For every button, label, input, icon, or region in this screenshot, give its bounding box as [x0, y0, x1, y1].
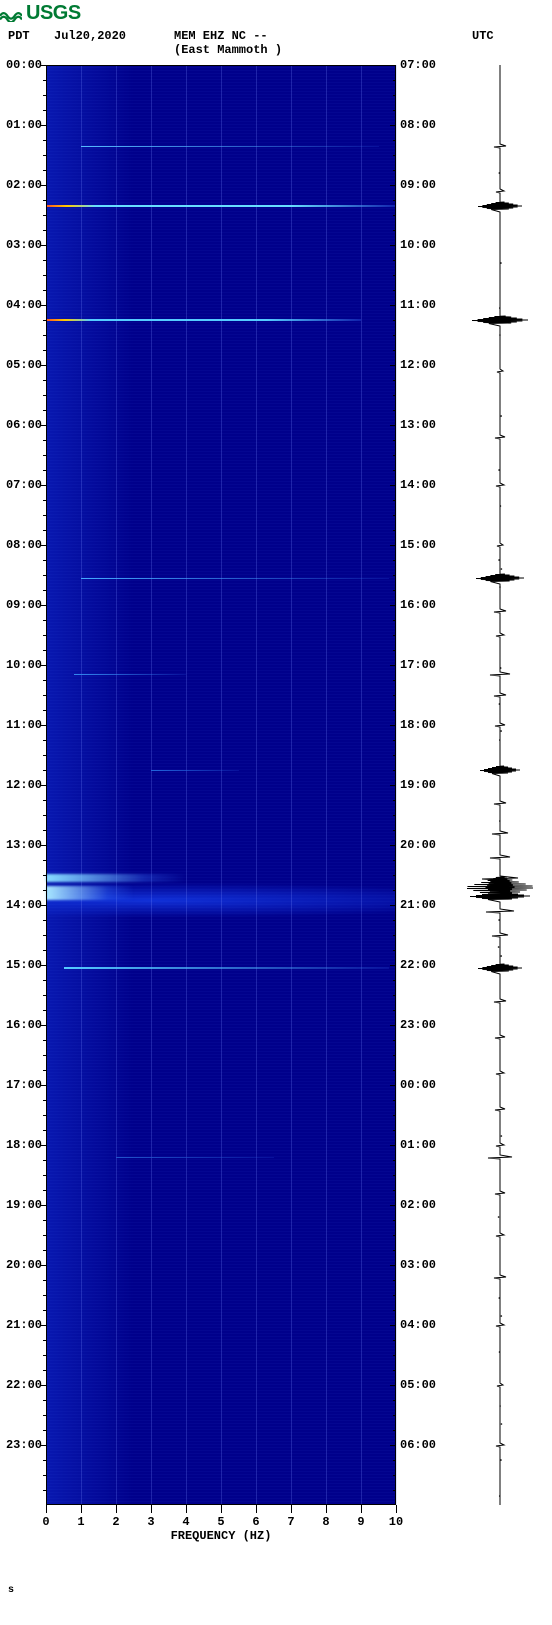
ytick-right-label: 15:00	[400, 538, 436, 552]
ytick-left-label: 22:00	[0, 1378, 42, 1392]
ytick-left-label: 03:00	[0, 238, 42, 252]
xtick-label: 7	[287, 1515, 294, 1529]
ytick-left-label: 07:00	[0, 478, 42, 492]
ytick-left-label: 18:00	[0, 1138, 42, 1152]
ytick-left-label: 00:00	[0, 58, 42, 72]
ytick-right-label: 11:00	[400, 298, 436, 312]
y-axis-left: 00:0001:0002:0003:0004:0005:0006:0007:00…	[0, 65, 46, 1505]
ytick-left-label: 13:00	[0, 838, 42, 852]
x-axis: FREQUENCY (HZ) 012345678910	[46, 1505, 396, 1555]
xtick-label: 9	[357, 1515, 364, 1529]
station-name: (East Mammoth )	[174, 43, 472, 57]
usgs-logo: USGS	[0, 0, 552, 27]
ytick-right-label: 04:00	[400, 1318, 436, 1332]
ytick-left-label: 10:00	[0, 658, 42, 672]
ytick-right-label: 07:00	[400, 58, 436, 72]
ytick-left-label: 16:00	[0, 1018, 42, 1032]
ytick-left-label: 01:00	[0, 118, 42, 132]
xtick-label: 6	[252, 1515, 259, 1529]
logo-text: USGS	[26, 2, 81, 25]
ytick-right-label: 14:00	[400, 478, 436, 492]
seismogram-trace	[460, 65, 540, 1505]
ytick-left-label: 04:00	[0, 298, 42, 312]
ytick-left-label: 02:00	[0, 178, 42, 192]
ytick-right-label: 06:00	[400, 1438, 436, 1452]
ytick-right-label: 20:00	[400, 838, 436, 852]
wave-icon	[0, 6, 22, 22]
date-label: Jul20,2020	[54, 29, 174, 57]
ytick-right-label: 00:00	[400, 1078, 436, 1092]
xtick-label: 0	[42, 1515, 49, 1529]
ytick-right-label: 22:00	[400, 958, 436, 972]
ytick-left-label: 09:00	[0, 598, 42, 612]
tz-left-label: PDT	[0, 29, 54, 57]
ytick-left-label: 06:00	[0, 418, 42, 432]
ytick-right-label: 17:00	[400, 658, 436, 672]
ytick-right-label: 12:00	[400, 358, 436, 372]
ytick-right-label: 09:00	[400, 178, 436, 192]
ytick-left-label: 19:00	[0, 1198, 42, 1212]
ytick-right-label: 18:00	[400, 718, 436, 732]
station-code: MEM EHZ NC --	[174, 29, 472, 43]
ytick-left-label: 14:00	[0, 898, 42, 912]
ytick-left-label: 11:00	[0, 718, 42, 732]
ytick-right-label: 21:00	[400, 898, 436, 912]
ytick-left-label: 12:00	[0, 778, 42, 792]
ytick-right-label: 16:00	[400, 598, 436, 612]
chart-header: PDT Jul20,2020 MEM EHZ NC -- (East Mammo…	[0, 27, 552, 65]
ytick-left-label: 17:00	[0, 1078, 42, 1092]
ytick-right-label: 13:00	[400, 418, 436, 432]
ytick-right-label: 01:00	[400, 1138, 436, 1152]
footer-mark: s	[8, 1585, 14, 1596]
xtick-label: 1	[77, 1515, 84, 1529]
ytick-right-label: 05:00	[400, 1378, 436, 1392]
ytick-left-label: 20:00	[0, 1258, 42, 1272]
x-axis-label: FREQUENCY (HZ)	[46, 1529, 396, 1543]
xtick-label: 3	[147, 1515, 154, 1529]
ytick-right-label: 23:00	[400, 1018, 436, 1032]
xtick-label: 10	[389, 1515, 403, 1529]
xtick-label: 8	[322, 1515, 329, 1529]
xtick-label: 4	[182, 1515, 189, 1529]
seismogram-panel	[460, 65, 540, 1505]
ytick-left-label: 05:00	[0, 358, 42, 372]
xtick-label: 2	[112, 1515, 119, 1529]
ytick-right-label: 03:00	[400, 1258, 436, 1272]
ytick-left-label: 15:00	[0, 958, 42, 972]
ytick-right-label: 02:00	[400, 1198, 436, 1212]
xtick-label: 5	[217, 1515, 224, 1529]
tz-right-label: UTC	[472, 29, 552, 57]
ytick-left-label: 08:00	[0, 538, 42, 552]
ytick-right-label: 08:00	[400, 118, 436, 132]
ytick-right-label: 19:00	[400, 778, 436, 792]
ytick-left-label: 21:00	[0, 1318, 42, 1332]
y-axis-right: 07:0008:0009:0010:0011:0012:0013:0014:00…	[396, 65, 454, 1505]
spectrogram-panel	[46, 65, 396, 1505]
chart-area: 00:00 01:00 02:00 03:00 04:00 05:00 06:00 07:00…	[0, 65, 552, 1625]
station-label: MEM EHZ NC -- (East Mammoth )	[174, 29, 472, 57]
ytick-right-label: 10:00	[400, 238, 436, 252]
ytick-left-label: 23:00	[0, 1438, 42, 1452]
